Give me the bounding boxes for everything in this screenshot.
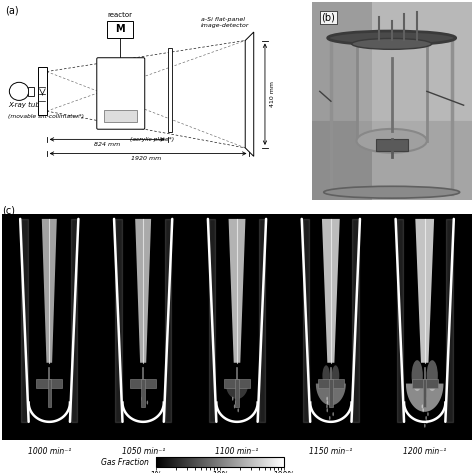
Text: 410 mm: 410 mm [270,81,274,107]
Text: 1150 min⁻¹: 1150 min⁻¹ [309,447,353,456]
Text: (a): (a) [5,5,19,15]
Text: X-ray tube: X-ray tube [8,102,44,108]
Text: (acrylic plate*): (acrylic plate*) [130,137,174,142]
Circle shape [426,420,428,424]
Circle shape [327,408,328,412]
Polygon shape [42,219,57,363]
Circle shape [327,397,328,401]
Circle shape [411,360,423,391]
Polygon shape [406,384,444,412]
Circle shape [232,397,234,401]
Bar [376,139,408,151]
Bar [423,379,427,407]
Text: M: M [115,24,125,34]
Circle shape [237,408,239,412]
Bar [284,214,378,440]
Bar [168,48,172,132]
Bar [28,87,34,96]
Polygon shape [226,384,248,399]
Bar [356,46,427,141]
Circle shape [424,424,426,428]
Ellipse shape [356,129,427,153]
Bar [378,214,472,440]
Bar [36,379,63,388]
Circle shape [326,404,328,409]
Bar [318,379,344,388]
Circle shape [427,412,428,416]
Bar [235,379,239,407]
Text: reactor: reactor [108,12,133,18]
Ellipse shape [324,186,460,198]
Circle shape [9,82,29,100]
Bar [107,21,133,38]
Circle shape [422,408,424,412]
Text: (movable slit-collimator*): (movable slit-collimator*) [8,114,84,119]
Text: 824 mm: 824 mm [94,141,120,147]
Bar [96,214,190,440]
Circle shape [427,360,438,391]
Text: (c): (c) [2,206,15,216]
Circle shape [332,365,339,386]
Bar [130,379,156,388]
Circle shape [146,401,148,404]
Polygon shape [316,384,346,405]
FancyBboxPatch shape [97,58,145,129]
Ellipse shape [352,38,432,49]
Circle shape [329,416,330,420]
Polygon shape [135,219,151,363]
Text: 1200 min⁻¹: 1200 min⁻¹ [403,447,447,456]
Text: 1050 min⁻¹: 1050 min⁻¹ [121,447,165,456]
Polygon shape [228,219,246,363]
Text: Gas Fraction: Gas Fraction [101,457,149,467]
Text: 1920 mm: 1920 mm [131,156,161,161]
Bar [411,379,438,388]
Bar [224,379,250,388]
Text: 1000 min⁻¹: 1000 min⁻¹ [27,447,71,456]
Bar [38,67,47,115]
Circle shape [327,401,328,404]
Text: a-Si flat-panel
image-detector: a-Si flat-panel image-detector [201,17,250,27]
Bar [2,214,96,440]
Bar [329,379,333,407]
Bar [47,379,51,407]
Text: (b): (b) [321,12,335,22]
Polygon shape [415,219,434,363]
Circle shape [421,404,423,409]
Circle shape [425,397,427,401]
Circle shape [141,397,143,401]
Circle shape [332,412,334,416]
Circle shape [322,365,330,386]
Circle shape [234,404,235,409]
Polygon shape [245,32,254,157]
Bar [104,110,137,123]
Circle shape [424,401,426,404]
Polygon shape [322,219,340,363]
Text: 1100 min⁻¹: 1100 min⁻¹ [215,447,259,456]
Ellipse shape [328,31,456,45]
Bar [190,214,284,440]
Circle shape [425,416,427,420]
Circle shape [235,401,237,404]
Bar [141,379,145,407]
